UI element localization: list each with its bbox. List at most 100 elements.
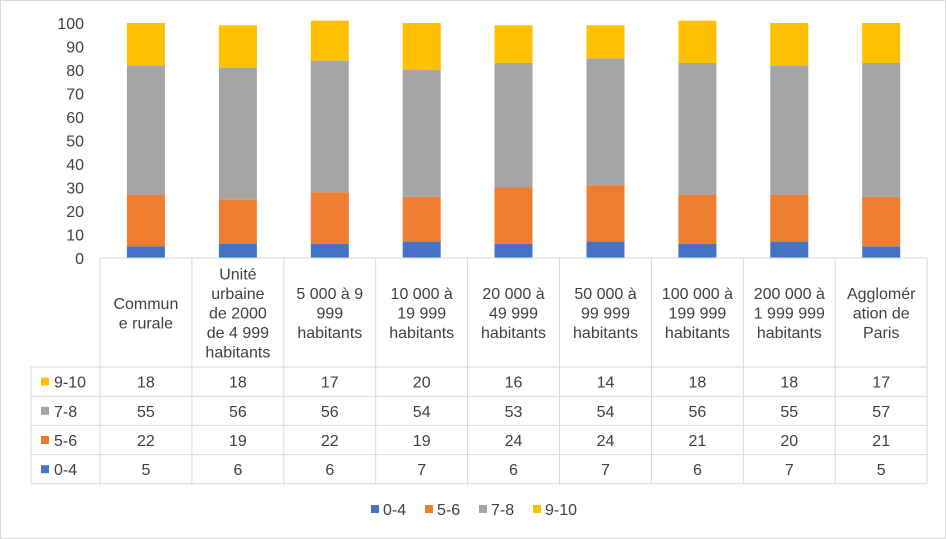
y-tick-label: 50 xyxy=(66,134,84,151)
table-cell-value: 20 xyxy=(413,375,431,392)
table-cell-value: 18 xyxy=(137,375,155,392)
bar-segment-7-8 xyxy=(586,58,625,186)
bar-segment-9-10 xyxy=(402,23,441,70)
row-legend-key xyxy=(41,436,49,444)
y-tick-label: 20 xyxy=(66,204,84,221)
y-tick-label: 30 xyxy=(66,181,84,198)
bar-segment-9-10 xyxy=(218,25,257,68)
bar-segment-7-8 xyxy=(126,65,165,195)
table-cell-value: 6 xyxy=(233,462,242,479)
legend-key xyxy=(479,505,487,513)
table-cell-value: 18 xyxy=(689,375,707,392)
bar-segment-9-10 xyxy=(678,20,717,63)
y-axis: 0 10 20 30 40 50 60 70 80 90 100 xyxy=(57,16,84,268)
bar-segment-5-6 xyxy=(126,194,165,247)
bar-segment-7-8 xyxy=(310,60,349,193)
legend-label: 7-8 xyxy=(491,502,514,519)
table-cell-value: 7 xyxy=(417,462,426,479)
bar-segment-5-6 xyxy=(678,194,717,244)
row-legend-key xyxy=(41,465,49,474)
y-tick-label: 10 xyxy=(66,228,84,245)
bar-segment-5-6 xyxy=(402,196,441,242)
legend-key xyxy=(533,505,541,513)
legend-key xyxy=(371,505,379,513)
table-cell-value: 19 xyxy=(229,433,247,450)
table-cell-value: 57 xyxy=(872,404,890,421)
bars xyxy=(126,20,901,259)
category-label: Agglomér ation de Paris xyxy=(847,286,916,342)
bar-segment-0-4 xyxy=(494,243,533,258)
bar-segment-7-8 xyxy=(770,65,809,195)
bar-segment-9-10 xyxy=(586,25,625,59)
table-cell-value: 18 xyxy=(780,375,798,392)
bar-segment-0-4 xyxy=(678,243,717,258)
category-label: 10 000 à 19 999 habitants xyxy=(389,286,454,342)
data-table: Commun e rurale Unité urbaine de 2000 de 4 99… xyxy=(30,257,928,485)
bar-segment-9-10 xyxy=(126,23,165,66)
y-tick-label: 100 xyxy=(57,16,84,33)
category-label: Unité urbaine de 2000 de 4 999 habitants xyxy=(205,267,270,362)
table-cell-value: 18 xyxy=(229,375,247,392)
bar-segment-5-6 xyxy=(586,185,625,242)
legend: 0-4 5-6 7-8 9-10 xyxy=(371,502,577,519)
table-cell-value: 55 xyxy=(780,404,798,421)
table-cell-value: 24 xyxy=(597,433,615,450)
category-label: Commun e rurale xyxy=(113,296,178,333)
table-cell-value: 56 xyxy=(321,404,339,421)
y-tick-label: 60 xyxy=(66,110,84,127)
table-cell-value: 54 xyxy=(413,404,431,421)
bar-segment-0-4 xyxy=(862,246,901,259)
table-cell-value: 56 xyxy=(229,404,247,421)
bar-segment-5-6 xyxy=(494,187,533,244)
legend-label: 9-10 xyxy=(545,502,577,519)
y-tick-label: 90 xyxy=(66,40,84,57)
row-legend-key xyxy=(41,406,49,415)
bar-segment-5-6 xyxy=(862,196,901,247)
y-tick-label: 80 xyxy=(66,63,84,80)
table-cell-value: 19 xyxy=(413,433,431,450)
table-cell-value: 7 xyxy=(601,462,610,479)
table-cell-value: 21 xyxy=(689,433,707,450)
table-cell-value: 5 xyxy=(877,462,886,479)
bar-segment-9-10 xyxy=(862,23,901,63)
category-label: 50 000 à 99 999 habitants xyxy=(573,286,638,342)
table-cell-value: 6 xyxy=(325,462,334,479)
table-cell-value: 55 xyxy=(137,404,155,421)
table-cell-value: 5 xyxy=(141,462,150,479)
table-cell-value: 24 xyxy=(505,433,523,450)
table-cell-value: 6 xyxy=(693,462,702,479)
y-tick-label: 0 xyxy=(75,251,84,268)
category-label: 100 000 à 199 999 habitants xyxy=(662,286,733,342)
legend-label: 0-4 xyxy=(383,502,406,519)
row-series-label: 5-6 xyxy=(54,433,77,450)
bar-segment-7-8 xyxy=(494,63,533,188)
y-tick-label: 40 xyxy=(66,157,84,174)
category-label: 20 000 à 49 999 habitants xyxy=(481,286,546,342)
table-cell-value: 7 xyxy=(785,462,794,479)
bar-segment-7-8 xyxy=(862,63,901,197)
bar-segment-7-8 xyxy=(218,67,257,200)
table-cell-value: 21 xyxy=(872,433,890,450)
bar-segment-0-4 xyxy=(126,246,165,259)
table-cell-value: 16 xyxy=(505,375,523,392)
bar-segment-5-6 xyxy=(310,192,349,244)
table-cell-value: 56 xyxy=(689,404,707,421)
bar-segment-7-8 xyxy=(402,70,441,197)
row-series-label: 7-8 xyxy=(54,404,77,421)
legend-key xyxy=(425,505,433,513)
bar-segment-9-10 xyxy=(310,20,349,61)
table-cell-value: 20 xyxy=(780,433,798,450)
bar-segment-5-6 xyxy=(770,194,809,242)
table-cell-value: 53 xyxy=(505,404,523,421)
bar-segment-0-4 xyxy=(310,243,349,258)
row-legend-key xyxy=(41,377,49,386)
bar-segment-0-4 xyxy=(218,243,257,258)
table-cell-value: 54 xyxy=(597,404,615,421)
table-cell-value: 22 xyxy=(137,433,155,450)
category-label: 5 000 à 9 999 habitants xyxy=(296,286,363,342)
bar-segment-0-4 xyxy=(586,241,625,258)
bar-segment-0-4 xyxy=(770,241,809,258)
table-cell-value: 14 xyxy=(597,375,615,392)
